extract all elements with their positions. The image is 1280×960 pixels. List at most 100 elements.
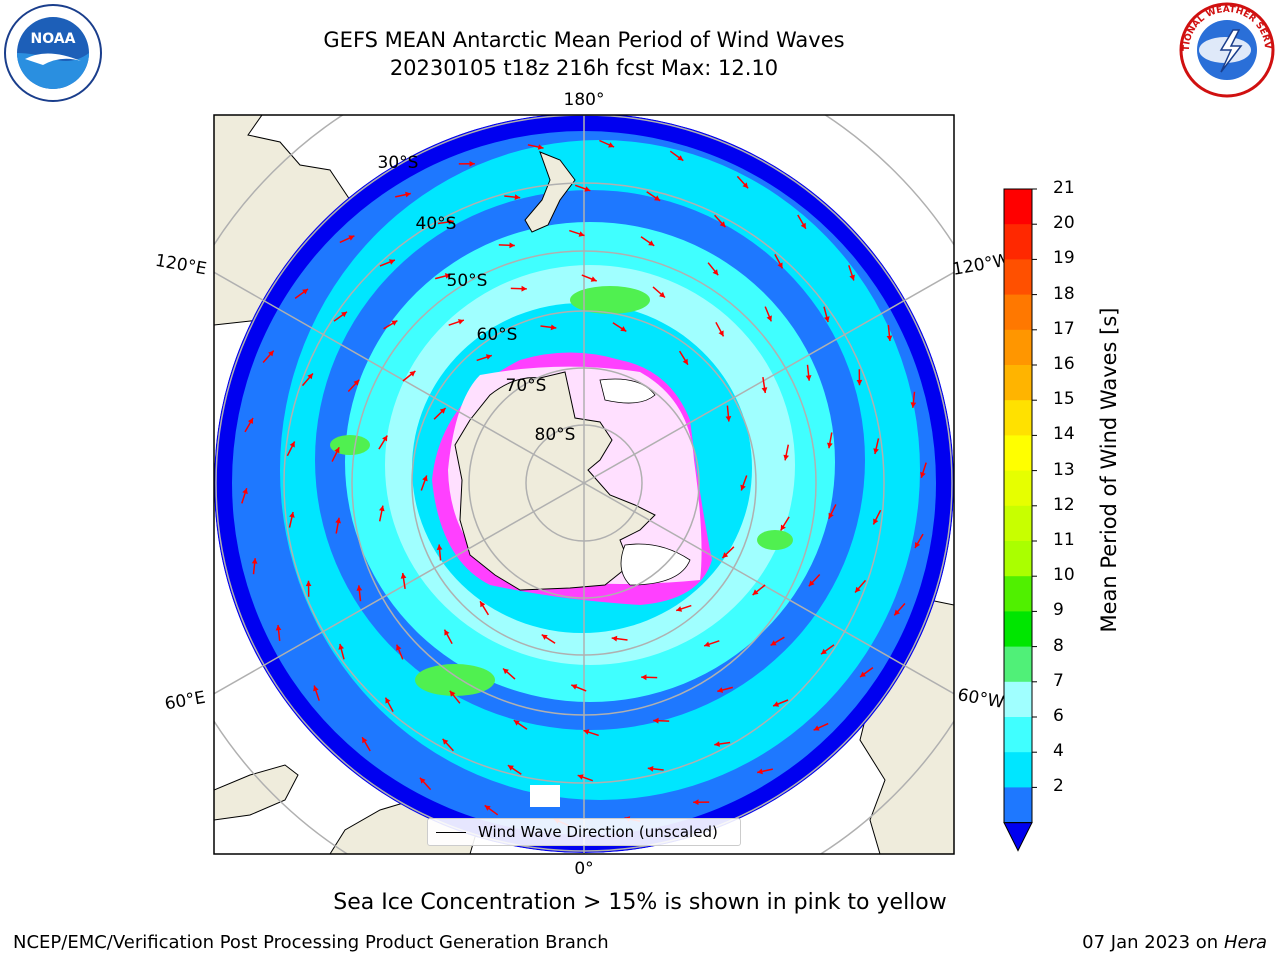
wind-arrow-head: [379, 505, 385, 512]
wind-arrow-head: [251, 558, 258, 564]
wind-arrow-head: [507, 765, 514, 771]
wind-arrow-head: [920, 471, 926, 478]
colorbar-tick-label: 13: [1053, 459, 1075, 480]
wind-arrow-head: [910, 402, 917, 408]
colorbar-tick-label: 16: [1053, 354, 1075, 374]
chart-title: GEFS MEAN Antarctic Mean Period of Wind …: [323, 28, 845, 52]
colorbar-tick-label: 21: [1053, 178, 1075, 198]
colorbar-segment: [1004, 259, 1032, 296]
colorbar-tick-label: 2: [1053, 776, 1064, 797]
wind-arrow-head: [382, 435, 388, 442]
sea-ice-note: Sea Ice Concentration > 15% is shown in …: [333, 890, 947, 915]
wind-arrow-head: [722, 552, 729, 558]
wind-arrow-head: [714, 741, 720, 747]
lon-label-60w: 60°W: [956, 685, 1006, 713]
wind-arrow-head: [537, 144, 544, 150]
wind-arrow-head: [873, 448, 879, 454]
wind-arrow-head: [268, 350, 274, 357]
map-frame: [213, 114, 955, 855]
wind-arrow-head: [808, 580, 815, 587]
wind-arrow-head: [341, 311, 347, 318]
wind-arrow-head: [484, 805, 491, 811]
colorbar-tick-label: 8: [1053, 635, 1064, 656]
colorbar-tick-label: 15: [1053, 389, 1075, 410]
wind-arrow-head: [388, 259, 395, 265]
wind-arrow-head: [302, 289, 308, 295]
green-patch: [570, 286, 650, 314]
wind-arrow-head: [353, 379, 360, 386]
colorbar-tick-label: 12: [1053, 494, 1075, 515]
colorbar-tick-label: 20: [1053, 213, 1075, 234]
wind-arrow-head: [860, 671, 866, 677]
colorbar-segment: [1004, 646, 1032, 683]
wind-arrow-head: [469, 161, 475, 167]
wind-arrow-head: [289, 441, 295, 448]
wind-arrow-head: [313, 685, 319, 692]
colorbar-segment: [1004, 717, 1032, 753]
colorbar-segment: [1004, 576, 1032, 612]
wind-arrow-head: [824, 316, 830, 323]
wind-arrow-head: [719, 221, 726, 228]
wind-arrow-head: [503, 668, 509, 675]
wind-arrow-head: [677, 155, 684, 161]
colorbar-tick-label: 6: [1053, 706, 1064, 726]
wind-arrow-head: [409, 371, 416, 377]
chart-subtitle: 20230105 t18z 216h fcst Max: 12.10: [389, 56, 779, 80]
land-antarctica: [454, 371, 656, 591]
wind-arrow-head: [740, 484, 746, 491]
colorbar-tick-label: 11: [1053, 530, 1075, 550]
wind-arrow-head: [886, 335, 893, 341]
colorbar-tick-label: 10: [1053, 565, 1075, 586]
wind-arrow-head: [828, 512, 834, 519]
colorbar-tick-label: 14: [1053, 424, 1075, 445]
footer-branch: NCEP/EMC/Verification Post Processing Pr…: [13, 932, 609, 953]
wind-arrow-head: [391, 320, 398, 326]
lon-label-180: 180°: [564, 90, 605, 110]
wind-arrow-head: [780, 524, 786, 531]
footer-date: 07 Jan 2023 on Hera: [1082, 932, 1267, 953]
graticule: [214, 115, 954, 854]
noaa-logo-text: NOAA: [31, 31, 76, 47]
wind-arrow-head: [442, 738, 449, 745]
lat-label: 50°S: [447, 271, 488, 291]
wind-arrow-head: [813, 725, 820, 731]
legend-label: Wind Wave Direction (unscaled): [478, 823, 718, 841]
wind-arrow-head: [444, 629, 450, 636]
colorbar-tick-label: 17: [1053, 318, 1075, 339]
wind-arrow-head: [805, 375, 812, 381]
colorbar-segment: [1004, 541, 1032, 577]
lon-label-60e: 60°E: [163, 688, 207, 715]
lat-label: 40°S: [416, 214, 457, 234]
wind-arrow-head: [335, 517, 341, 524]
lat-label: 80°S: [535, 425, 576, 445]
wind-arrow-head: [396, 644, 402, 651]
wind-arrow-head: [444, 273, 451, 279]
lat-label: 70°S: [506, 376, 547, 396]
wind-arrow-head: [777, 262, 783, 269]
wind-arrow-head: [725, 416, 732, 422]
wind-arrow-head: [894, 609, 900, 616]
wind-arrow-head: [608, 142, 615, 148]
wind-arrow-head: [356, 585, 363, 591]
wind-arrow-head: [509, 242, 515, 249]
wind-arrow-head: [385, 697, 391, 704]
lon-label-0: 0°: [574, 859, 593, 879]
colorbar-segment: [1004, 470, 1032, 507]
colorbar-segment: [1004, 400, 1032, 436]
lat-label: 30°S: [378, 153, 419, 173]
footer-host: Hera: [1223, 932, 1267, 953]
wind-arrow-head: [362, 737, 368, 744]
wind-arrow-head: [485, 354, 492, 360]
wind-arrow-head: [855, 586, 861, 593]
wind-arrow-head: [641, 674, 647, 681]
wind-arrow-head: [289, 512, 295, 518]
colorbar-segment: [1004, 435, 1032, 472]
colorbar-segment: [1004, 611, 1032, 648]
wind-arrow-head: [584, 186, 591, 192]
wind-arrow-head: [648, 240, 655, 246]
wind-arrow-head: [761, 387, 768, 393]
wind-arrow-head: [718, 330, 724, 337]
lon-label-120e: 120°E: [154, 251, 208, 280]
wind-arrow-head: [405, 191, 411, 198]
colorbar-tick-label: 4: [1053, 741, 1064, 762]
